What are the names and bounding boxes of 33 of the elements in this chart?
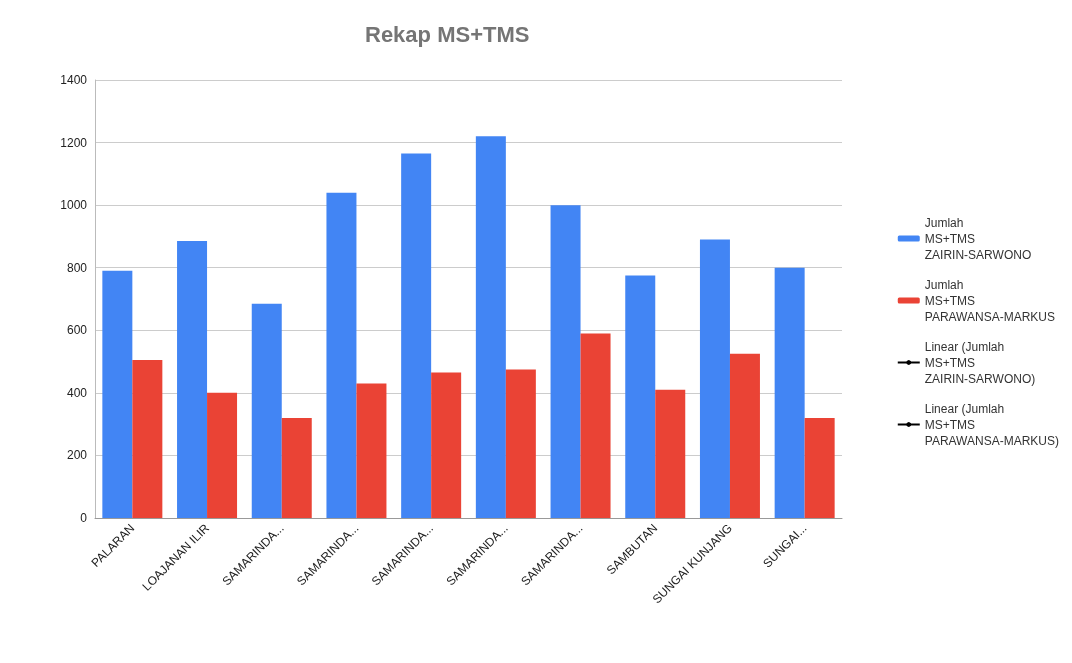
bar bbox=[774, 267, 805, 518]
y-tick-label: 1400 bbox=[60, 73, 88, 87]
y-tick-label: 600 bbox=[66, 323, 88, 338]
bar bbox=[401, 153, 432, 518]
y-tick-label: 1200 bbox=[60, 135, 88, 150]
y-tick-label: 400 bbox=[66, 385, 88, 400]
bar bbox=[655, 389, 686, 518]
legend-label: Jumlah MS+TMS PARAWANSA-MARKUS bbox=[924, 277, 1056, 324]
y-tick-label: 200 bbox=[66, 448, 88, 463]
legend-label: Linear (Jumlah MS+TMS ZAIRIN-SARWONO) bbox=[924, 339, 1036, 386]
bar bbox=[207, 392, 238, 518]
bar bbox=[729, 353, 760, 518]
bar bbox=[475, 136, 506, 518]
bar bbox=[326, 192, 357, 518]
bar bbox=[431, 372, 462, 518]
bar bbox=[356, 383, 387, 518]
legend-label: Jumlah MS+TMS ZAIRIN-SARWONO bbox=[924, 215, 1032, 262]
bar bbox=[804, 417, 835, 518]
bar bbox=[505, 369, 536, 518]
bar bbox=[625, 275, 656, 518]
bar bbox=[251, 303, 282, 518]
bar bbox=[177, 241, 208, 518]
legend-label: Linear (Jumlah MS+TMS PARAWANSA-MARKUS) bbox=[924, 401, 1059, 448]
bar bbox=[699, 239, 730, 518]
bar bbox=[580, 333, 611, 518]
bar bbox=[132, 360, 163, 518]
chart-title: Rekap MS+TMS bbox=[365, 21, 530, 47]
bar bbox=[550, 205, 581, 518]
y-tick-label: 0 bbox=[80, 511, 88, 525]
bar bbox=[281, 417, 312, 518]
bar bbox=[102, 270, 133, 518]
y-tick-label: 1000 bbox=[60, 198, 88, 213]
y-tick-label: 800 bbox=[66, 260, 88, 275]
